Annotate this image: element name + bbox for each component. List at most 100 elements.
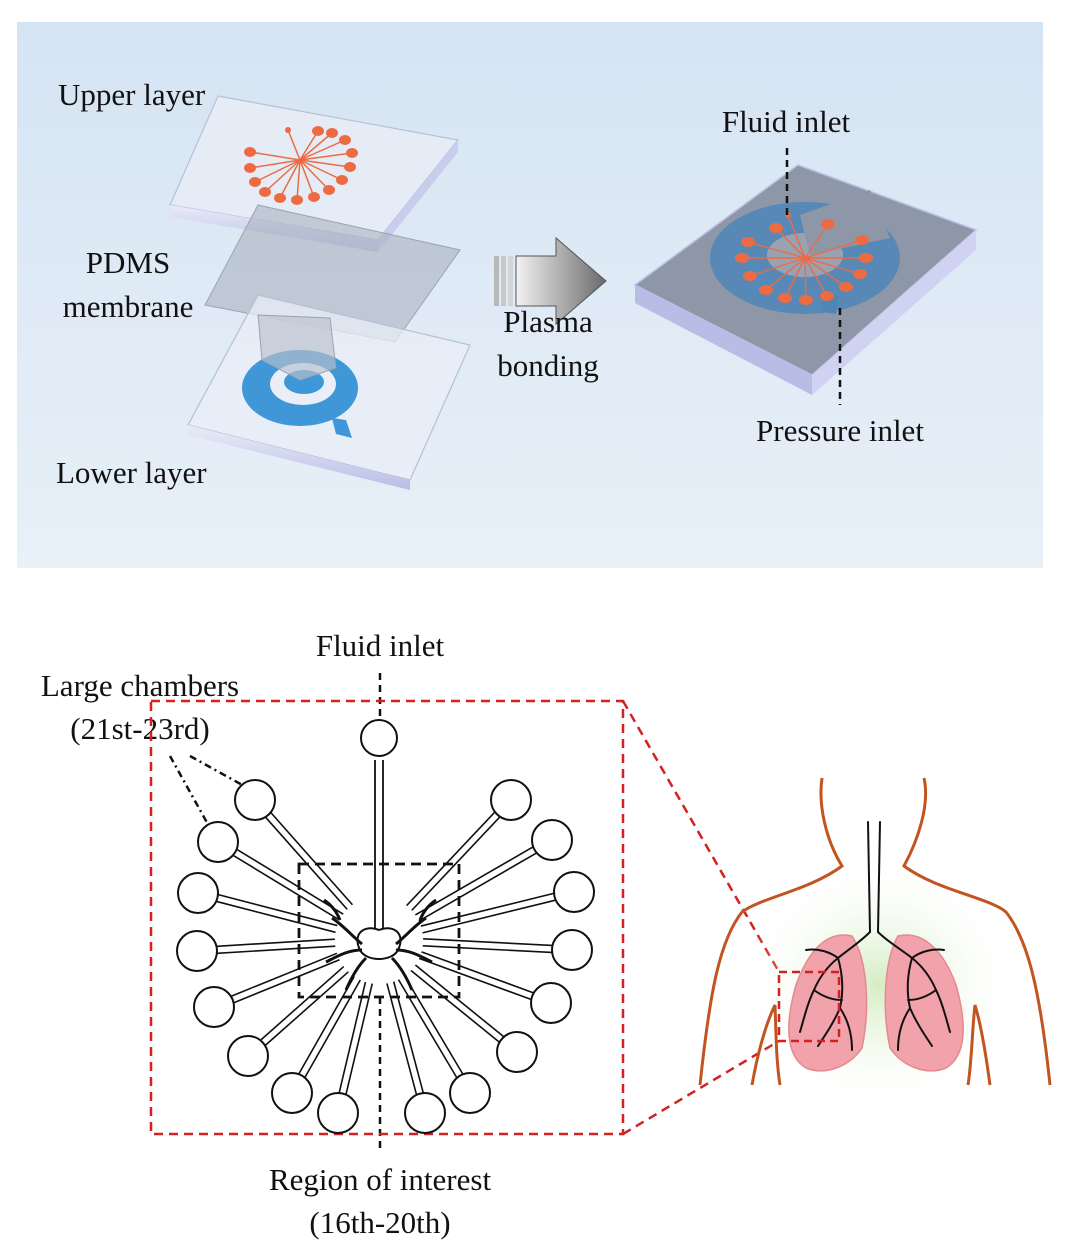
right-lung [884, 934, 964, 1072]
pdms-label-line2: membrane [63, 289, 194, 324]
chamber-channel [418, 852, 537, 922]
upper-channel [279, 159, 301, 199]
chamber [197, 821, 239, 863]
chamber [530, 982, 572, 1024]
upper-channel [299, 159, 343, 181]
chamber [271, 1072, 313, 1114]
upper-chamber-network [244, 126, 358, 205]
bonded-chamber [859, 253, 873, 263]
chamber-channel [386, 983, 418, 1095]
fluid-inlet-label: Fluid inlet [316, 628, 445, 663]
chamber-channel [421, 951, 534, 994]
lower-layer-chip [187, 294, 471, 490]
chamber-channel [422, 944, 552, 954]
zoom-connector-bottom [622, 1039, 780, 1136]
branch-channel [323, 898, 342, 921]
chamber-channel [264, 971, 349, 1046]
design-panel: Fluid inlet Large chambers (21st-23rd) R… [41, 628, 1052, 1240]
bonded-chamber [820, 291, 834, 301]
large-chambers-label-line2: (21st-23rd) [70, 711, 209, 746]
large-chamber-leader-1 [189, 754, 256, 794]
human-torso-illustration [698, 777, 1052, 1115]
bonded-channel [804, 239, 863, 259]
upper-chamber [339, 135, 351, 145]
upper-channel [299, 159, 315, 198]
bonded-chamber [821, 219, 835, 229]
bonded-channel [804, 257, 828, 297]
fabrication-panel: Upper layer PDMS membrane Lower layer Pl… [17, 22, 1043, 568]
upper-chamber [259, 187, 271, 197]
upper-chamber [274, 193, 286, 203]
upper-chamber [308, 192, 320, 202]
chamber [404, 1092, 446, 1134]
fluid-inlet-top-label: Fluid inlet [722, 104, 851, 139]
lower-layer-label: Lower layer [56, 455, 207, 490]
upper-chamber [244, 147, 256, 157]
upper-channel [299, 130, 319, 161]
chamber [176, 930, 218, 972]
bonded-channel [749, 257, 806, 277]
chamber-channel [270, 812, 354, 906]
branch-channel [395, 948, 433, 964]
plasma-bonding-arrow [494, 236, 607, 326]
chamber [193, 986, 235, 1028]
branch-channel [325, 948, 363, 964]
plasma-label-line2: bonding [497, 348, 599, 383]
upper-channel [299, 159, 351, 168]
bonded-channel [804, 257, 861, 275]
pdms-label-line1: PDMS [86, 245, 170, 280]
chamber [177, 872, 219, 914]
bonded-chamber-network [735, 212, 873, 305]
upper-channel [299, 159, 330, 191]
upper-layer-label: Upper layer [58, 77, 206, 112]
bonded-chamber [743, 271, 757, 281]
chamber-channel [420, 892, 554, 927]
chamber-channel [403, 975, 464, 1075]
chamber-channel [411, 816, 501, 911]
chamber-channel [410, 969, 500, 1043]
bonded-channel [775, 227, 806, 259]
chamber-channel [406, 811, 496, 907]
chamber-channel [414, 964, 505, 1038]
region-of-interest-box [297, 862, 461, 999]
branch-channel [344, 956, 368, 991]
chamber [449, 1072, 491, 1114]
plasma-label-line1: Plasma [503, 304, 593, 339]
chamber-channel [230, 952, 338, 997]
upper-channel [299, 139, 346, 161]
bonded-channel [765, 257, 806, 291]
chamber-channel [298, 976, 355, 1075]
bonded-channel [804, 223, 829, 259]
branch-channel [418, 898, 437, 921]
bonded-inlet-channel [787, 214, 806, 259]
chamber-channel [217, 945, 336, 955]
bonded-channel [804, 257, 807, 301]
bonded-channel [784, 257, 806, 299]
upper-channel [296, 159, 301, 201]
bonded-chamber [855, 235, 869, 245]
chamber-channel [397, 979, 458, 1079]
zoom-frame [149, 699, 625, 1136]
large-chamber-leader-2 [168, 755, 212, 829]
zoom-connector-top [621, 700, 781, 973]
chamber-channel [216, 900, 336, 934]
chamber [531, 819, 573, 861]
inlet-chamber [360, 719, 398, 757]
upper-inlet-channel [287, 129, 301, 161]
bronchial-tree [799, 821, 951, 1051]
upper-channel [254, 159, 301, 183]
chamber-channel [338, 981, 367, 1093]
bonded-chamber [735, 253, 749, 263]
bonded-chamber [799, 295, 813, 305]
chamber [234, 779, 276, 821]
bonded-chamber [853, 269, 867, 279]
chamber-channel [260, 965, 345, 1041]
bonded-chamber [759, 285, 773, 295]
chamber-channel [423, 937, 553, 947]
upper-chamber [323, 185, 335, 195]
bifurcation-hub [356, 927, 402, 960]
upper-channel [264, 159, 301, 193]
bonded-chip [633, 164, 978, 395]
upper-channel [299, 132, 333, 161]
